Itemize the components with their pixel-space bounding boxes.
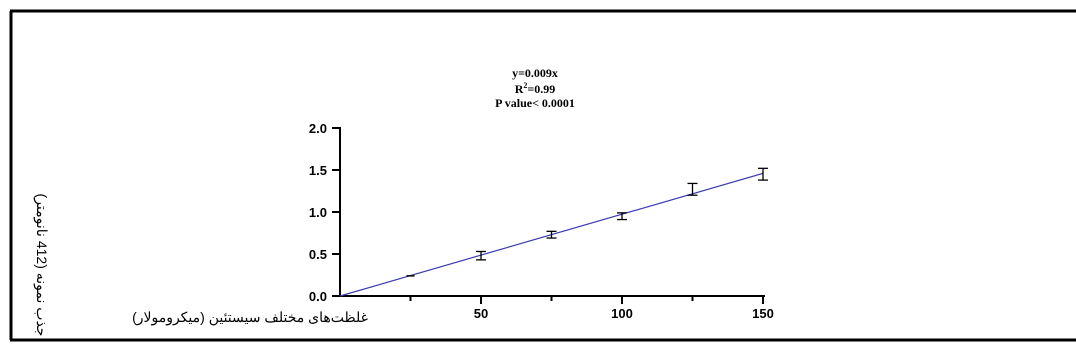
data-point	[476, 250, 486, 261]
y-tick-group: 0.0 0.5 1.0 1.5 2.0	[309, 121, 340, 304]
y-axis-title: جذب نمونه (412 نانومتر)	[33, 194, 50, 337]
x-tick-label: 50	[474, 306, 488, 321]
y-tick-label: 0.5	[309, 247, 327, 262]
x-tick-label: 150	[752, 306, 774, 321]
p-value-label: P value< 0.0001	[495, 96, 575, 110]
r2-superscript: 2	[523, 81, 527, 90]
equation-label: y=0.009x	[512, 66, 558, 80]
y-tick-label: 0.0	[309, 289, 327, 304]
x-tick-group: 50 100 150	[409, 296, 774, 321]
r2-prefix: R	[515, 82, 524, 96]
r2-label: R2=0.99	[515, 81, 556, 96]
y-tick-label: 2.0	[309, 121, 327, 136]
data-point	[546, 230, 557, 239]
data-point	[617, 212, 627, 221]
data-points-layer	[406, 167, 768, 277]
x-tick-label: 100	[611, 306, 633, 321]
data-point	[687, 182, 698, 196]
data-point	[758, 167, 768, 181]
r2-value: =0.99	[527, 82, 555, 96]
x-axis-title: غلظت‌های مختلف سیستئین (میکرومولار)	[132, 309, 368, 326]
y-tick-label: 1.0	[309, 205, 327, 220]
y-tick-label: 1.5	[309, 163, 327, 178]
